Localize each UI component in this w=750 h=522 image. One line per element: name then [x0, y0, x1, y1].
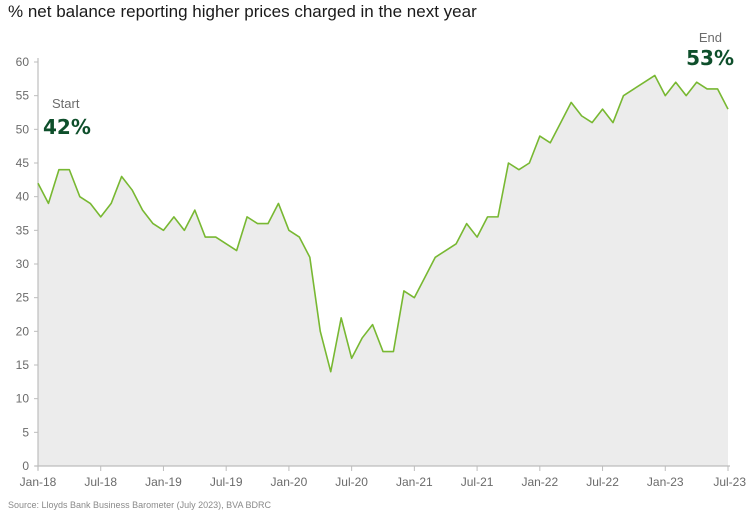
y-tick-label: 50: [16, 122, 30, 136]
y-tick-label: 60: [16, 55, 30, 69]
y-tick-label: 30: [16, 257, 30, 271]
end-annotation-value: 53%: [686, 46, 734, 70]
y-tick-label: 0: [22, 459, 29, 473]
x-tick-label: Jan-20: [271, 475, 308, 489]
y-tick-label: 25: [16, 291, 30, 305]
y-axis-ticks: 0 5 10 15 20 25 30 35 40 45 50 55 60: [16, 55, 38, 473]
series-area-fill: [38, 75, 728, 466]
x-tick-label: Jul-20: [335, 475, 368, 489]
x-tick-label: Jul-21: [461, 475, 494, 489]
chart-title: % net balance reporting higher prices ch…: [8, 2, 477, 21]
x-tick-label: Jul-18: [84, 475, 117, 489]
y-tick-label: 35: [16, 223, 30, 237]
y-tick-label: 20: [16, 324, 30, 338]
x-axis-ticks: Jan-18 Jul-18 Jan-19 Jul-19 Jan-20 Jul-20 Jan-…: [20, 466, 746, 489]
source-note: Source: Lloyds Bank Business Barometer (…: [8, 500, 271, 510]
y-tick-label: 5: [22, 425, 29, 439]
x-tick-label: Jul-22: [586, 475, 619, 489]
y-tick-label: 15: [16, 358, 30, 372]
y-tick-label: 45: [16, 156, 30, 170]
x-tick-label: Jul-23: [713, 475, 746, 489]
x-tick-label: Jan-19: [145, 475, 182, 489]
x-tick-label: Jan-21: [396, 475, 433, 489]
y-tick-label: 40: [16, 190, 30, 204]
end-annotation-label: End: [699, 30, 722, 45]
start-annotation-label: Start: [52, 96, 80, 111]
x-tick-label: Jul-19: [210, 475, 243, 489]
start-annotation-value: 42%: [43, 115, 91, 139]
x-tick-label: Jan-22: [521, 475, 558, 489]
y-tick-label: 55: [16, 89, 30, 103]
x-tick-label: Jan-18: [20, 475, 57, 489]
series-line: [37, 74, 729, 373]
x-tick-label: Jan-23: [647, 475, 684, 489]
y-tick-label: 10: [16, 392, 30, 406]
